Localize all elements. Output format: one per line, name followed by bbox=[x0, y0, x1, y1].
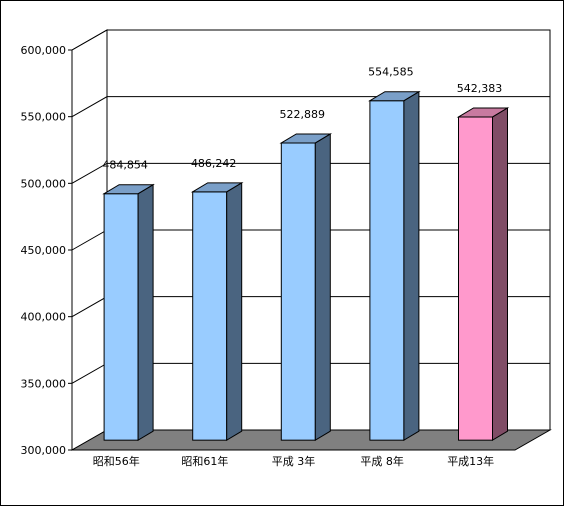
y-tick-label: 300,000 bbox=[21, 444, 67, 457]
bar-side bbox=[492, 107, 508, 442]
bar-front bbox=[280, 142, 316, 441]
data-label: 554,585 bbox=[368, 66, 414, 79]
y-tick-label: 350,000 bbox=[21, 377, 67, 390]
y-axis: 300,000 350,000 400,000 450,000 500,000 550,0… bbox=[21, 44, 73, 457]
bar-front bbox=[369, 100, 405, 441]
y-tick-label: 500,000 bbox=[21, 177, 67, 190]
bar-top bbox=[190, 182, 244, 193]
x-tick-label: 平成13年 bbox=[447, 454, 494, 468]
data-label: 486,242 bbox=[191, 157, 237, 170]
x-tick-label: 昭和61年 bbox=[181, 454, 228, 468]
data-label: 522,889 bbox=[280, 108, 326, 121]
data-labels: 484,854 486,242 522,889 554,585 542,383 bbox=[102, 66, 502, 172]
bar-top bbox=[368, 91, 421, 102]
bar-side bbox=[314, 133, 331, 442]
data-label: 484,854 bbox=[102, 159, 148, 172]
bar-top bbox=[456, 107, 510, 118]
bar-front bbox=[103, 193, 139, 441]
x-axis: 昭和56年 昭和61年 平成 3年 平成 8年 平成13年 bbox=[93, 454, 494, 468]
bar-side bbox=[403, 90, 420, 442]
bars bbox=[102, 90, 510, 442]
gridline bbox=[71, 29, 550, 51]
y-tick-label: 550,000 bbox=[21, 111, 67, 124]
bar-front bbox=[458, 116, 493, 441]
bar-top bbox=[279, 133, 333, 144]
x-tick-label: 平成 3年 bbox=[272, 454, 316, 468]
y-tick-label: 450,000 bbox=[21, 244, 67, 257]
x-tick-label: 昭和56年 bbox=[93, 454, 140, 468]
data-label: 542,383 bbox=[457, 82, 503, 95]
bar-side bbox=[226, 181, 243, 442]
bar-side bbox=[137, 183, 154, 442]
y-tick-label: 600,000 bbox=[21, 44, 67, 57]
x-tick-label: 平成 8年 bbox=[360, 454, 404, 468]
bar-top bbox=[102, 184, 155, 195]
y-tick-label: 400,000 bbox=[21, 311, 67, 324]
bar-front bbox=[192, 191, 228, 441]
